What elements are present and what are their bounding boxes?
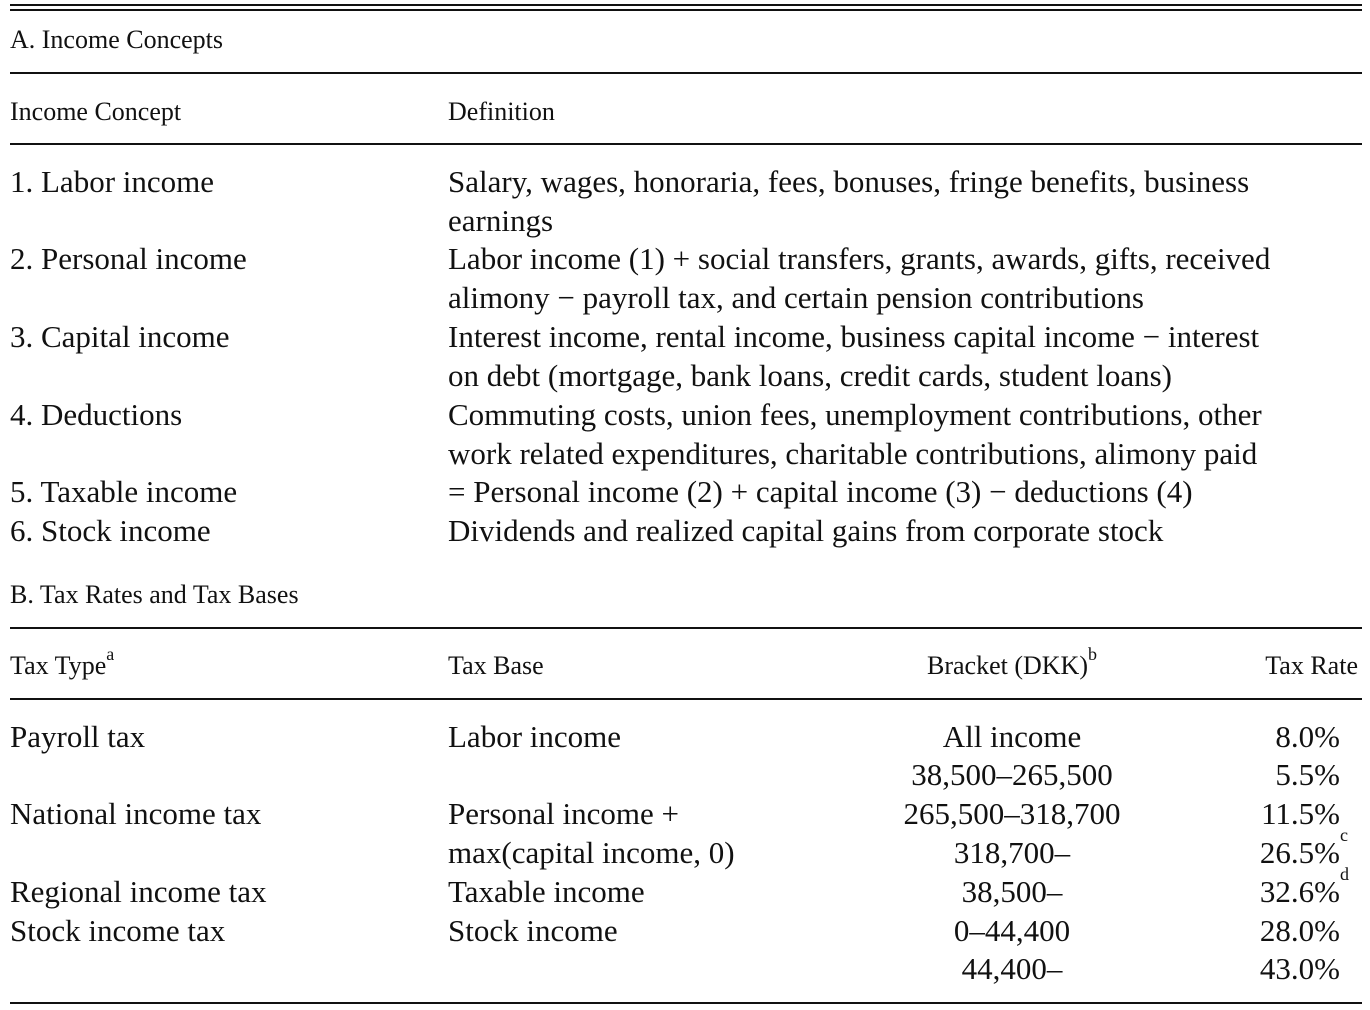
tax-rate-value: 5.5%	[1275, 757, 1340, 792]
definition-line: Interest income, rental income, business…	[448, 319, 1260, 354]
tax-rate: 32.6% d	[1160, 865, 1349, 912]
header-tax-type-label: Tax Type	[10, 651, 107, 680]
tax-rate: 5.5%	[1160, 756, 1340, 795]
definition-line: Labor income (1) + social transfers, gra…	[448, 241, 1271, 276]
tax-bracket: 0–44,400	[953, 913, 1071, 948]
footnote-marker: a	[106, 644, 115, 665]
income-tax-table: A. Income Concepts Income Concept Defini…	[10, 0, 1362, 1010]
top-rule-second	[10, 9, 1362, 11]
income-concept-label: 6. Stock income	[10, 513, 211, 548]
tax-base: Stock income	[448, 913, 618, 948]
tax-bracket: 318,700–	[953, 835, 1071, 870]
top-rule	[10, 4, 1362, 6]
income-concept-label: 3. Capital income	[10, 319, 230, 354]
tax-type: Payroll tax	[10, 719, 146, 754]
header-tax-type: Tax Typea	[10, 645, 114, 681]
tax-rate: 26.5% c	[1160, 826, 1348, 873]
income-concept-label: 5. Taxable income	[10, 474, 238, 509]
tax-type: Stock income tax	[10, 913, 226, 948]
tax-base: Personal income +	[448, 796, 679, 831]
definition-line: on debt (mortgage, bank loans, credit ca…	[448, 357, 1172, 393]
section-a-header-rule	[10, 143, 1362, 145]
tax-base: max(capital income, 0)	[448, 835, 735, 870]
section-a-rule	[10, 72, 1362, 74]
tax-base: Labor income	[448, 719, 622, 754]
header-bracket: Bracket (DKK)b	[872, 645, 1152, 681]
income-definition: Salary, wages, honoraria, fees, bonuses,…	[448, 163, 1362, 240]
tax-rate: 43.0%	[1160, 950, 1340, 989]
section-b-rule	[10, 627, 1362, 629]
footnote-marker: d	[1340, 864, 1349, 884]
tax-bracket: 38,500–265,500	[911, 757, 1113, 792]
header-income-concept: Income Concept	[10, 97, 182, 126]
bottom-rule	[10, 1002, 1362, 1004]
tax-rate: 28.0%	[1160, 912, 1340, 951]
tax-rate-value: 43.0%	[1259, 951, 1340, 986]
tax-type: Regional income tax	[10, 874, 267, 909]
income-definition: Labor income (1) + social transfers, gra…	[448, 240, 1362, 317]
section-b-title: B. Tax Rates and Tax Bases	[10, 580, 299, 609]
tax-type: National income tax	[10, 796, 262, 831]
tax-bracket: 265,500–318,700	[903, 796, 1121, 831]
tax-rate-value: 32.6%	[1259, 874, 1340, 909]
income-definition: = Personal income (2) + capital income (…	[448, 473, 1362, 512]
tax-base: Taxable income	[448, 874, 645, 909]
definition-line: earnings	[448, 202, 554, 238]
income-concept-label: 2. Personal income	[10, 241, 247, 276]
income-definition: Interest income, rental income, business…	[448, 318, 1362, 395]
income-definition: Commuting costs, union fees, unemploymen…	[448, 396, 1362, 473]
income-concept-label: 4. Deductions	[10, 397, 183, 432]
tax-bracket: All income	[942, 719, 1082, 754]
tax-rate-value: 28.0%	[1259, 913, 1340, 948]
definition-line: = Personal income (2) + capital income (…	[448, 474, 1193, 509]
tax-rate-value: 26.5%	[1259, 835, 1340, 870]
definition-line: work related expenditures, charitable co…	[448, 435, 1258, 471]
header-tax-base: Tax Base	[448, 651, 544, 680]
definition-line: alimony − payroll tax, and certain pensi…	[448, 279, 1144, 315]
tax-bracket: 44,400–	[961, 951, 1063, 986]
definition-line: Salary, wages, honoraria, fees, bonuses,…	[448, 164, 1250, 199]
header-definition: Definition	[448, 97, 555, 126]
income-concept-label: 1. Labor income	[10, 164, 215, 199]
header-bracket-label: Bracket (DKK)	[927, 651, 1088, 680]
header-tax-rate: Tax Rate	[1265, 651, 1358, 680]
tax-rate: 8.0%	[1160, 718, 1340, 757]
section-a-title: A. Income Concepts	[10, 25, 224, 54]
definition-line: Commuting costs, union fees, unemploymen…	[448, 397, 1262, 432]
footnote-marker: c	[1340, 825, 1348, 845]
footnote-marker: b	[1088, 644, 1097, 665]
tax-rate-value: 8.0%	[1275, 719, 1340, 754]
income-definition: Dividends and realized capital gains fro…	[448, 512, 1362, 551]
tax-rate-value: 11.5%	[1261, 796, 1340, 831]
tax-bracket: 38,500–	[961, 874, 1063, 909]
section-b-header-rule	[10, 698, 1362, 700]
definition-line: Dividends and realized capital gains fro…	[448, 513, 1164, 548]
tax-rate: 11.5%	[1160, 795, 1340, 834]
